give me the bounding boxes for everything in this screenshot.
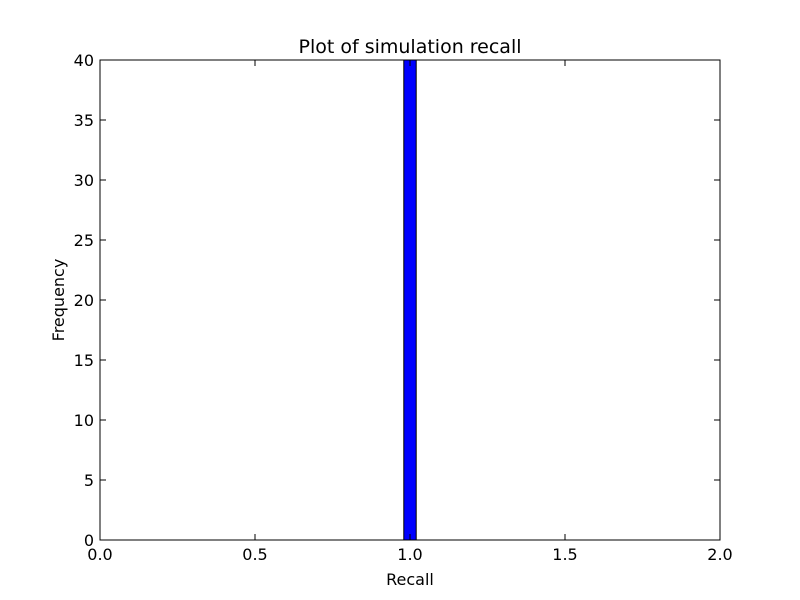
histogram-bar-0 [403,59,417,541]
y-tick-label-3: 15 [74,351,94,370]
x-tick-label-3: 1.5 [552,545,577,564]
y-tick-label-7: 35 [74,111,94,130]
bars-group [403,59,417,541]
y-tick-label-0: 0 [84,531,94,550]
x-tick-label-0: 0.0 [87,545,112,564]
y-tick-label-6: 30 [74,171,94,190]
y-tick-label-8: 40 [74,51,94,70]
x-tick-label-1: 0.5 [242,545,267,564]
y-axis-label: Frequency [49,259,68,342]
plot-frame [99,59,721,541]
y-tick-label-2: 10 [74,411,94,430]
y-tick-label-5: 25 [74,231,94,250]
x-tick-label-4: 2.0 [707,545,732,564]
y-tick-label-1: 5 [84,471,94,490]
chart-title: Plot of simulation recall [298,36,521,58]
x-axis-label: Recall [386,570,434,589]
y-tick-label-4: 20 [74,291,94,310]
ticks-group: 0.0 0.5 1.0 1.5 2.0 0 5 10 15 20 25 30 35 40 [74,51,733,564]
x-tick-label-2: 1.0 [397,545,422,564]
